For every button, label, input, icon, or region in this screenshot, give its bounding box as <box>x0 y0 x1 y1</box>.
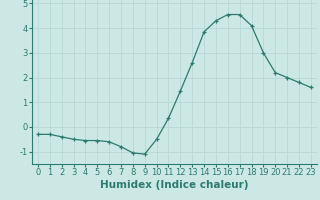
X-axis label: Humidex (Indice chaleur): Humidex (Indice chaleur) <box>100 180 249 190</box>
